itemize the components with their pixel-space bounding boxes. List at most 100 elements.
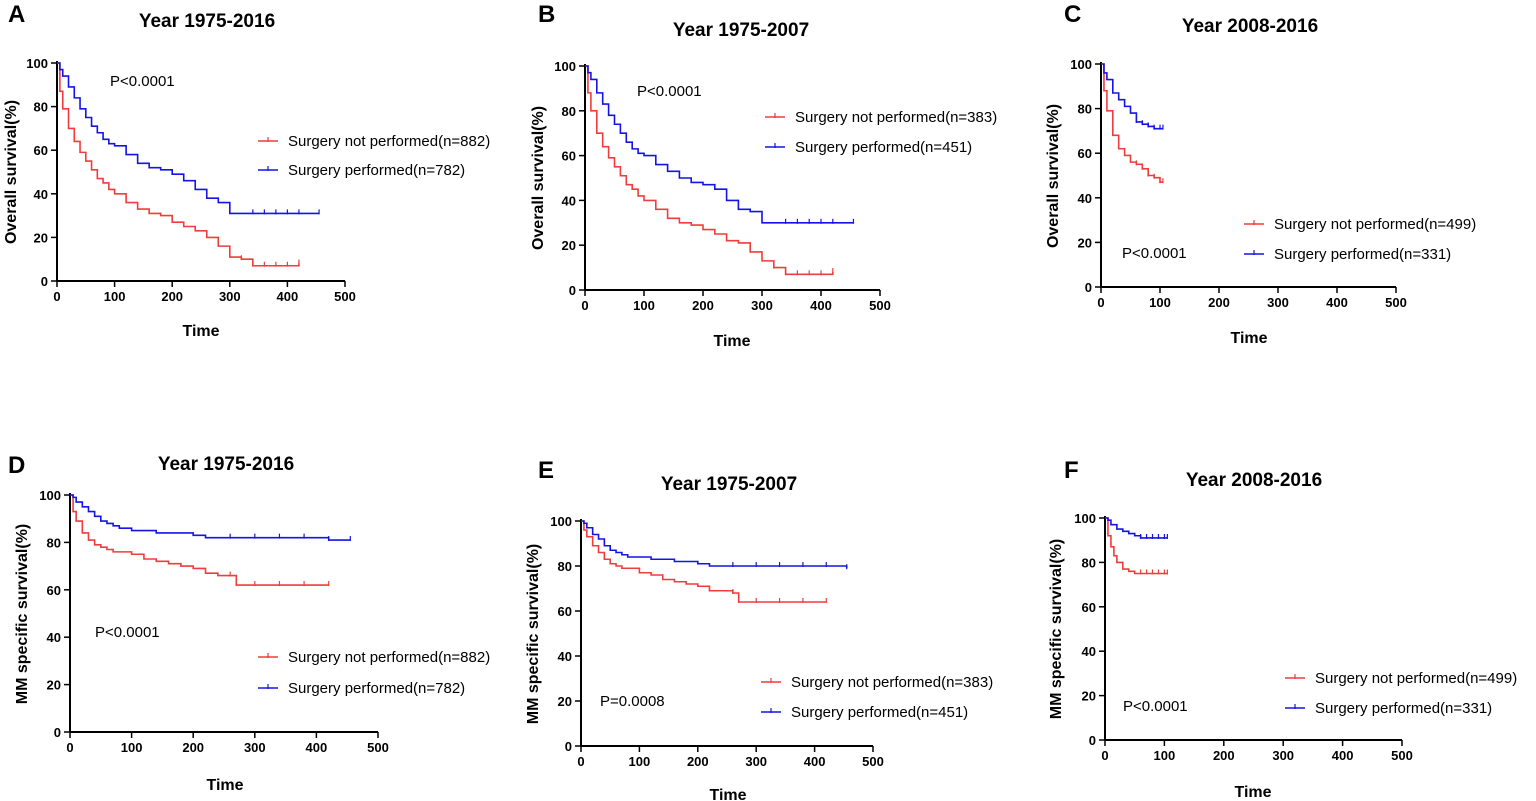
x-tick-label: 0 bbox=[66, 740, 73, 755]
panel-f: F Year 2008-2016 0 100 200 300 400 500 0 20 40 60 80… bbox=[1048, 457, 1517, 801]
panel-label: A bbox=[8, 1, 25, 28]
x-tick-label: 300 bbox=[1272, 748, 1294, 763]
y-tick-label: 100 bbox=[39, 488, 61, 503]
y-tick-label: 80 bbox=[558, 559, 572, 574]
legend-label: Surgery not performed(n=499) bbox=[1315, 670, 1517, 687]
p-value: P<0.0001 bbox=[637, 83, 702, 100]
legend-label: Surgery not performed(n=882) bbox=[288, 649, 490, 666]
legend-label: Surgery performed(n=331) bbox=[1274, 246, 1451, 263]
x-tick-label: 100 bbox=[1154, 748, 1176, 763]
y-tick-label: 20 bbox=[1078, 235, 1092, 250]
panel-label: C bbox=[1064, 1, 1081, 28]
x-tick-label: 200 bbox=[161, 289, 183, 304]
survival-curve-not-performed bbox=[1101, 63, 1163, 183]
x-tick-label: 100 bbox=[121, 740, 143, 755]
x-tick-label: 100 bbox=[629, 754, 651, 769]
p-value: P<0.0001 bbox=[95, 624, 160, 641]
panel-e: E Year 1975-2007 0 100 200 300 400 500 0 20 40 60 80… bbox=[525, 457, 993, 801]
x-tick-label: 200 bbox=[692, 298, 714, 313]
panel-label: F bbox=[1064, 457, 1079, 484]
x-axis-label: Time bbox=[206, 777, 243, 794]
x-tick-label: 0 bbox=[53, 289, 60, 304]
y-tick-label: 0 bbox=[54, 725, 61, 740]
p-value: P<0.0001 bbox=[1123, 698, 1188, 715]
panel-label: D bbox=[8, 452, 25, 479]
y-tick-label: 80 bbox=[1082, 555, 1096, 570]
survival-curve-performed bbox=[57, 62, 320, 215]
y-tick-label: 40 bbox=[562, 193, 576, 208]
legend-label: Surgery performed(n=782) bbox=[288, 680, 465, 697]
legend-label: Surgery performed(n=331) bbox=[1315, 700, 1492, 717]
y-tick-label: 100 bbox=[554, 59, 576, 74]
x-tick-label: 200 bbox=[1208, 295, 1230, 310]
x-tick-label: 400 bbox=[810, 298, 832, 313]
legend-label: Surgery performed(n=782) bbox=[288, 162, 465, 179]
y-tick-label: 40 bbox=[1078, 191, 1092, 206]
y-tick-label: 0 bbox=[41, 274, 48, 289]
survival-curve-not-performed bbox=[581, 520, 827, 603]
y-tick-label: 40 bbox=[47, 630, 61, 645]
x-tick-label: 500 bbox=[862, 754, 884, 769]
y-tick-label: 60 bbox=[34, 143, 48, 158]
x-tick-label: 0 bbox=[1101, 748, 1108, 763]
y-axis-label: Overall survival(%) bbox=[530, 106, 547, 250]
y-tick-label: 60 bbox=[1078, 146, 1092, 161]
y-axis-label: MM specific survival(%) bbox=[14, 524, 31, 705]
x-tick-label: 100 bbox=[104, 289, 126, 304]
x-tick-label: 100 bbox=[1149, 295, 1171, 310]
x-tick-label: 300 bbox=[745, 754, 767, 769]
legend-label: Surgery performed(n=451) bbox=[791, 704, 968, 721]
survival-curve-not-performed bbox=[57, 62, 300, 267]
y-tick-label: 100 bbox=[550, 514, 572, 529]
legend-label: Surgery not performed(n=383) bbox=[795, 109, 997, 126]
x-tick-label: 400 bbox=[1326, 295, 1348, 310]
p-value: P<0.0001 bbox=[110, 73, 175, 90]
y-axis-label: Overall survival(%) bbox=[3, 100, 20, 244]
x-tick-label: 500 bbox=[367, 740, 389, 755]
y-tick-label: 40 bbox=[1082, 644, 1096, 659]
x-tick-label: 400 bbox=[306, 740, 328, 755]
panel-title: Year 1975-2016 bbox=[139, 11, 275, 32]
y-axis-label: MM specific survival(%) bbox=[1048, 539, 1065, 720]
legend-label: Surgery performed(n=451) bbox=[795, 139, 972, 156]
x-tick-label: 300 bbox=[1267, 295, 1289, 310]
x-axis-label: Time bbox=[709, 787, 746, 801]
x-tick-label: 500 bbox=[1385, 295, 1407, 310]
y-tick-label: 100 bbox=[1074, 511, 1096, 526]
legend-label: Surgery not performed(n=882) bbox=[288, 133, 490, 150]
y-tick-label: 20 bbox=[1082, 689, 1096, 704]
x-axis-label: Time bbox=[1234, 784, 1271, 801]
y-tick-label: 20 bbox=[34, 230, 48, 245]
y-tick-label: 60 bbox=[47, 583, 61, 598]
panel-c: C Year 2008-2016 0 100 200 300 400 500 0 20 40 60 80… bbox=[1045, 1, 1476, 347]
x-tick-label: 300 bbox=[219, 289, 241, 304]
y-axis-label: MM specific survival(%) bbox=[525, 544, 542, 725]
survival-curve-performed bbox=[1105, 517, 1168, 539]
survival-curve-not-performed bbox=[1105, 517, 1168, 575]
x-tick-label: 200 bbox=[182, 740, 204, 755]
y-tick-label: 80 bbox=[1078, 102, 1092, 117]
y-tick-label: 20 bbox=[562, 238, 576, 253]
y-tick-label: 60 bbox=[1082, 600, 1096, 615]
x-tick-label: 100 bbox=[633, 298, 655, 313]
y-tick-label: 60 bbox=[562, 149, 576, 164]
y-tick-label: 80 bbox=[562, 104, 576, 119]
x-tick-label: 0 bbox=[581, 298, 588, 313]
panel-d: D Year 1975-2016 0 100 200 300 400 500 0 20 40 60 80… bbox=[8, 452, 490, 794]
y-tick-label: 0 bbox=[1089, 733, 1096, 748]
p-value: P=0.0008 bbox=[600, 693, 665, 710]
panel-label: E bbox=[538, 457, 554, 484]
x-tick-label: 400 bbox=[277, 289, 299, 304]
y-axis-label: Overall survival(%) bbox=[1045, 104, 1062, 248]
y-tick-label: 20 bbox=[47, 678, 61, 693]
x-tick-label: 200 bbox=[1213, 748, 1235, 763]
y-tick-label: 80 bbox=[47, 535, 61, 550]
survival-curve-performed bbox=[1101, 63, 1163, 130]
panel-a: A Year 1975-2016 0 100 200 300 400 500 0 20 40 60 80… bbox=[3, 1, 490, 340]
x-tick-label: 400 bbox=[1332, 748, 1354, 763]
panel-title: Year 1975-2007 bbox=[661, 474, 797, 495]
x-axis-label: Time bbox=[1230, 330, 1267, 347]
y-tick-label: 80 bbox=[34, 100, 48, 115]
survival-curve-performed bbox=[70, 494, 351, 541]
